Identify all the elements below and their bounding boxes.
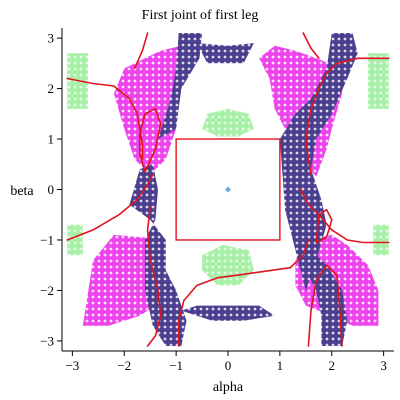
center-point <box>225 186 231 193</box>
x-tick-label: −3 <box>65 358 79 373</box>
region-green-15 <box>202 108 254 137</box>
chart-title: First joint of first leg <box>142 8 259 23</box>
x-tick-label: 2 <box>329 358 336 373</box>
y-tick-label: −2 <box>40 283 54 298</box>
region-navy-7 <box>279 33 358 291</box>
y-tick-label: −3 <box>40 333 54 348</box>
y-ticks: −3 −2 −1 0 1 2 3 <box>40 31 62 348</box>
boundary-curve-8 <box>299 188 390 244</box>
boundary-curve-9 <box>315 208 333 244</box>
y-tick-label: 1 <box>48 132 55 147</box>
curves-layer <box>66 32 390 347</box>
y-tick-label: −1 <box>40 232 54 247</box>
boundary-curve-5 <box>177 239 310 347</box>
overlay-layer <box>175 138 281 241</box>
x-tick-label: 1 <box>277 358 284 373</box>
x-ticks: −3 −2 −1 0 1 2 3 <box>65 351 387 373</box>
boundary-curve-7 <box>302 32 320 60</box>
x-tick-label: −2 <box>117 358 131 373</box>
boundary-curve-2 <box>139 107 162 173</box>
y-tick-label: 3 <box>48 31 55 46</box>
boundary-curve-0 <box>66 77 144 160</box>
region-green-11 <box>368 53 389 109</box>
region-green-14 <box>202 245 254 286</box>
boundary-curve-6 <box>304 57 390 176</box>
boundary-curve-3 <box>66 173 154 241</box>
x-tick-label: 0 <box>225 358 232 373</box>
boundary-curve-1 <box>133 32 149 70</box>
region-navy-5 <box>158 33 203 139</box>
boundary-curve-4 <box>146 206 162 347</box>
region-green-12 <box>67 224 83 256</box>
x-tick-label: −1 <box>169 358 183 373</box>
square-region <box>175 138 281 241</box>
y-tick-label: 2 <box>48 81 55 96</box>
region-navy-8 <box>305 250 348 346</box>
region-navy-9 <box>181 305 275 321</box>
region-navy-4 <box>129 164 187 346</box>
x-axis-label: alpha <box>213 380 244 395</box>
x-tick-label: 3 <box>380 358 387 373</box>
y-axis-label: beta <box>10 184 34 199</box>
region-green-13 <box>373 224 389 256</box>
region-navy-6 <box>196 43 254 64</box>
region-magenta-0 <box>82 234 164 326</box>
boundary-curve-10 <box>307 264 343 347</box>
y-tick-label: 0 <box>48 182 55 197</box>
